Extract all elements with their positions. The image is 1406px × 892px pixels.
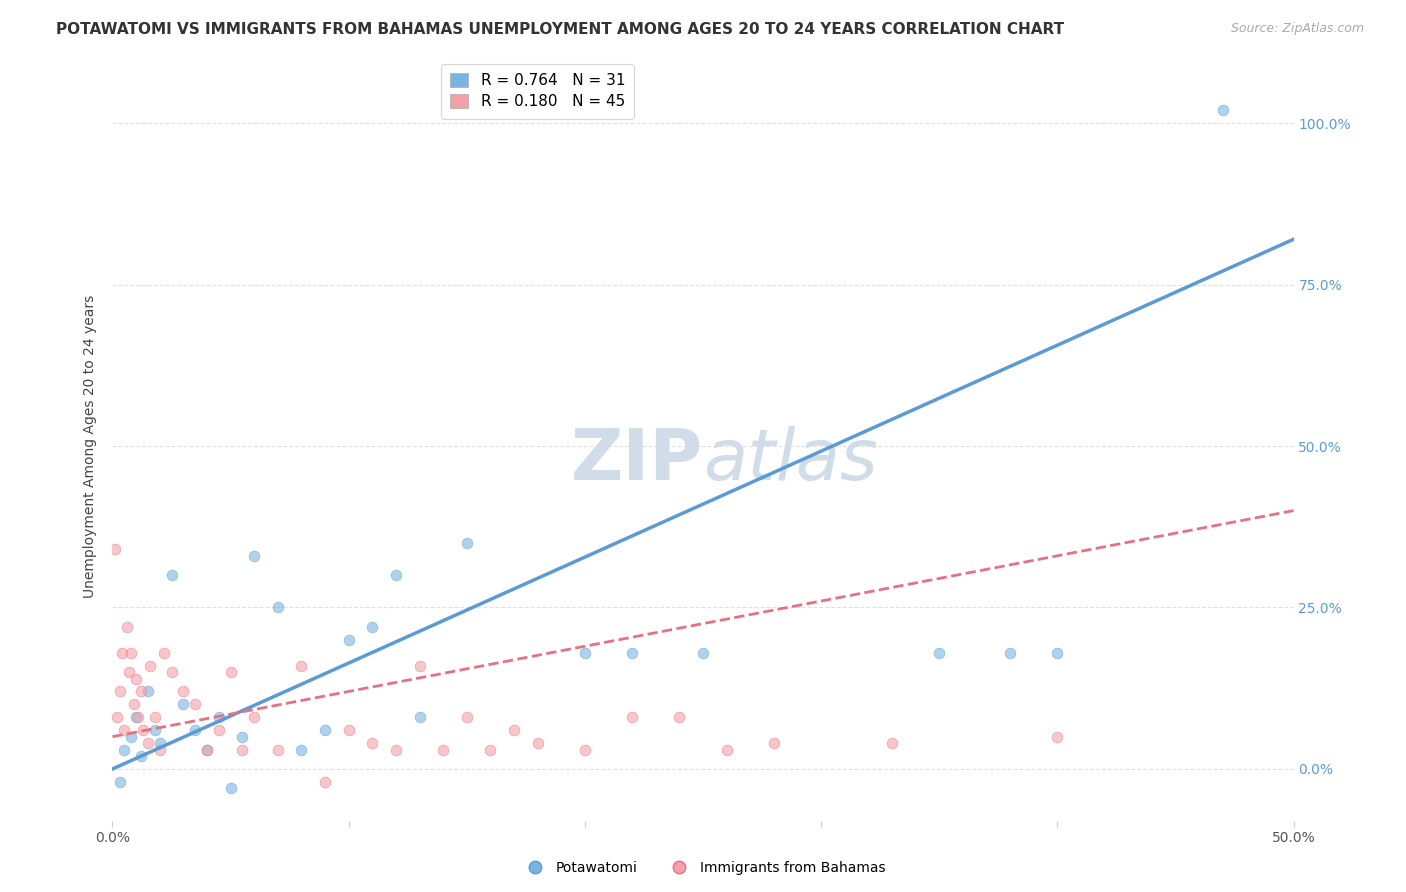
Point: [692, 646, 714, 660]
Legend: Potawatomi, Immigrants from Bahamas: Potawatomi, Immigrants from Bahamas: [515, 855, 891, 880]
Text: atlas: atlas: [703, 426, 877, 495]
Point: [184, 698, 207, 712]
Point: [139, 658, 162, 673]
Point: [195, 742, 218, 756]
Point: [104, 542, 127, 557]
Point: [136, 684, 159, 698]
Point: [314, 775, 336, 789]
Point: [243, 549, 266, 563]
Point: [219, 665, 242, 679]
Point: [172, 684, 194, 698]
Point: [153, 646, 176, 660]
Point: [998, 646, 1021, 660]
Point: [129, 749, 152, 764]
Point: [125, 672, 148, 686]
Point: [1046, 730, 1069, 744]
Point: [479, 742, 502, 756]
Point: [716, 742, 738, 756]
Point: [361, 736, 384, 750]
Point: [337, 723, 360, 738]
Point: [112, 723, 135, 738]
Point: [136, 736, 159, 750]
Point: [243, 710, 266, 724]
Point: [219, 781, 242, 796]
Point: [290, 742, 312, 756]
Point: [290, 658, 312, 673]
Point: [172, 698, 194, 712]
Y-axis label: Unemployment Among Ages 20 to 24 years: Unemployment Among Ages 20 to 24 years: [83, 294, 97, 598]
Point: [880, 736, 903, 750]
Point: [149, 736, 172, 750]
Point: [122, 698, 145, 712]
Point: [385, 568, 408, 582]
Point: [668, 710, 690, 724]
Point: [408, 658, 430, 673]
Point: [621, 710, 644, 724]
Point: [120, 646, 142, 660]
Point: [149, 742, 172, 756]
Text: ZIP: ZIP: [571, 426, 703, 495]
Point: [108, 684, 131, 698]
Point: [574, 646, 596, 660]
Point: [127, 710, 149, 724]
Point: [108, 775, 131, 789]
Point: [184, 723, 207, 738]
Point: [1046, 646, 1069, 660]
Point: [143, 723, 166, 738]
Point: [267, 742, 290, 756]
Point: [526, 736, 548, 750]
Point: [208, 723, 231, 738]
Text: Source: ZipAtlas.com: Source: ZipAtlas.com: [1230, 22, 1364, 36]
Point: [111, 646, 134, 660]
Point: [456, 536, 478, 550]
Point: [337, 632, 360, 647]
Point: [129, 684, 152, 698]
Point: [503, 723, 526, 738]
Point: [928, 646, 950, 660]
Point: [231, 742, 253, 756]
Point: [456, 710, 478, 724]
Point: [195, 742, 218, 756]
Point: [621, 646, 644, 660]
Point: [231, 730, 253, 744]
Point: [208, 710, 231, 724]
Point: [160, 568, 183, 582]
Point: [118, 665, 141, 679]
Point: [132, 723, 155, 738]
Legend: R = 0.764   N = 31, R = 0.180   N = 45: R = 0.764 N = 31, R = 0.180 N = 45: [441, 64, 634, 119]
Point: [1212, 103, 1234, 117]
Text: POTAWATOMI VS IMMIGRANTS FROM BAHAMAS UNEMPLOYMENT AMONG AGES 20 TO 24 YEARS COR: POTAWATOMI VS IMMIGRANTS FROM BAHAMAS UN…: [56, 22, 1064, 37]
Point: [432, 742, 454, 756]
Point: [762, 736, 785, 750]
Point: [574, 742, 596, 756]
Point: [112, 742, 135, 756]
Point: [361, 620, 384, 634]
Point: [267, 600, 290, 615]
Point: [160, 665, 183, 679]
Point: [105, 710, 128, 724]
Point: [314, 723, 336, 738]
Point: [125, 710, 148, 724]
Point: [408, 710, 430, 724]
Point: [120, 730, 142, 744]
Point: [115, 620, 138, 634]
Point: [385, 742, 408, 756]
Point: [143, 710, 166, 724]
